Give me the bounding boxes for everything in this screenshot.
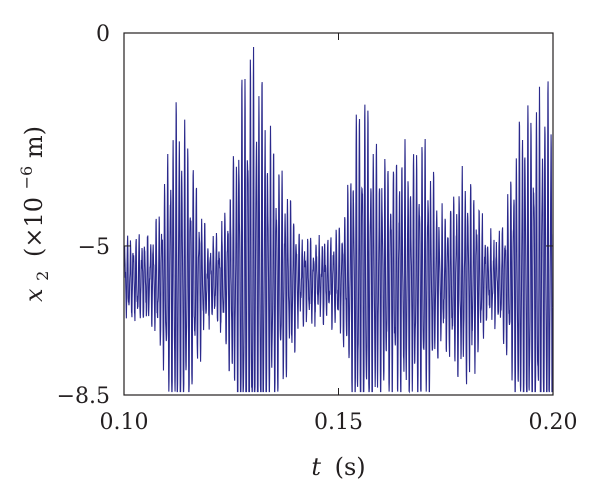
y-tick-label: −8.5 [57, 384, 110, 409]
x-tick-label: 0.15 [314, 410, 363, 435]
y-tick-label: 0 [96, 22, 110, 47]
y-tick-group: 0 −5 −8.5 [57, 22, 553, 409]
y-axis-unit-exponent: −6 [17, 166, 36, 190]
x-tick-label: 0.10 [100, 410, 149, 435]
series-layer [124, 46, 553, 394]
y-tick-label: −5 [78, 235, 110, 260]
y-axis-symbol: x [20, 288, 48, 302]
y-axis-subscript: 2 [33, 271, 52, 281]
x-tick-group: 0.10 0.15 0.20 [100, 33, 578, 435]
series-line [124, 46, 553, 394]
x-axis-label: t (s) [311, 453, 365, 481]
y-axis-label: x 2 (×10 −6 m) [10, 126, 54, 302]
y-axis-unit-suffix: m) [20, 126, 48, 158]
y-axis-unit-prefix: (×10 [20, 197, 48, 257]
x-axis-symbol: t [311, 453, 321, 481]
x-tick-label: 0.20 [529, 410, 578, 435]
x-axis-unit: (s) [335, 453, 366, 481]
plot-area: 0.10 0.15 0.20 0 −5 −8.5 [57, 22, 578, 435]
